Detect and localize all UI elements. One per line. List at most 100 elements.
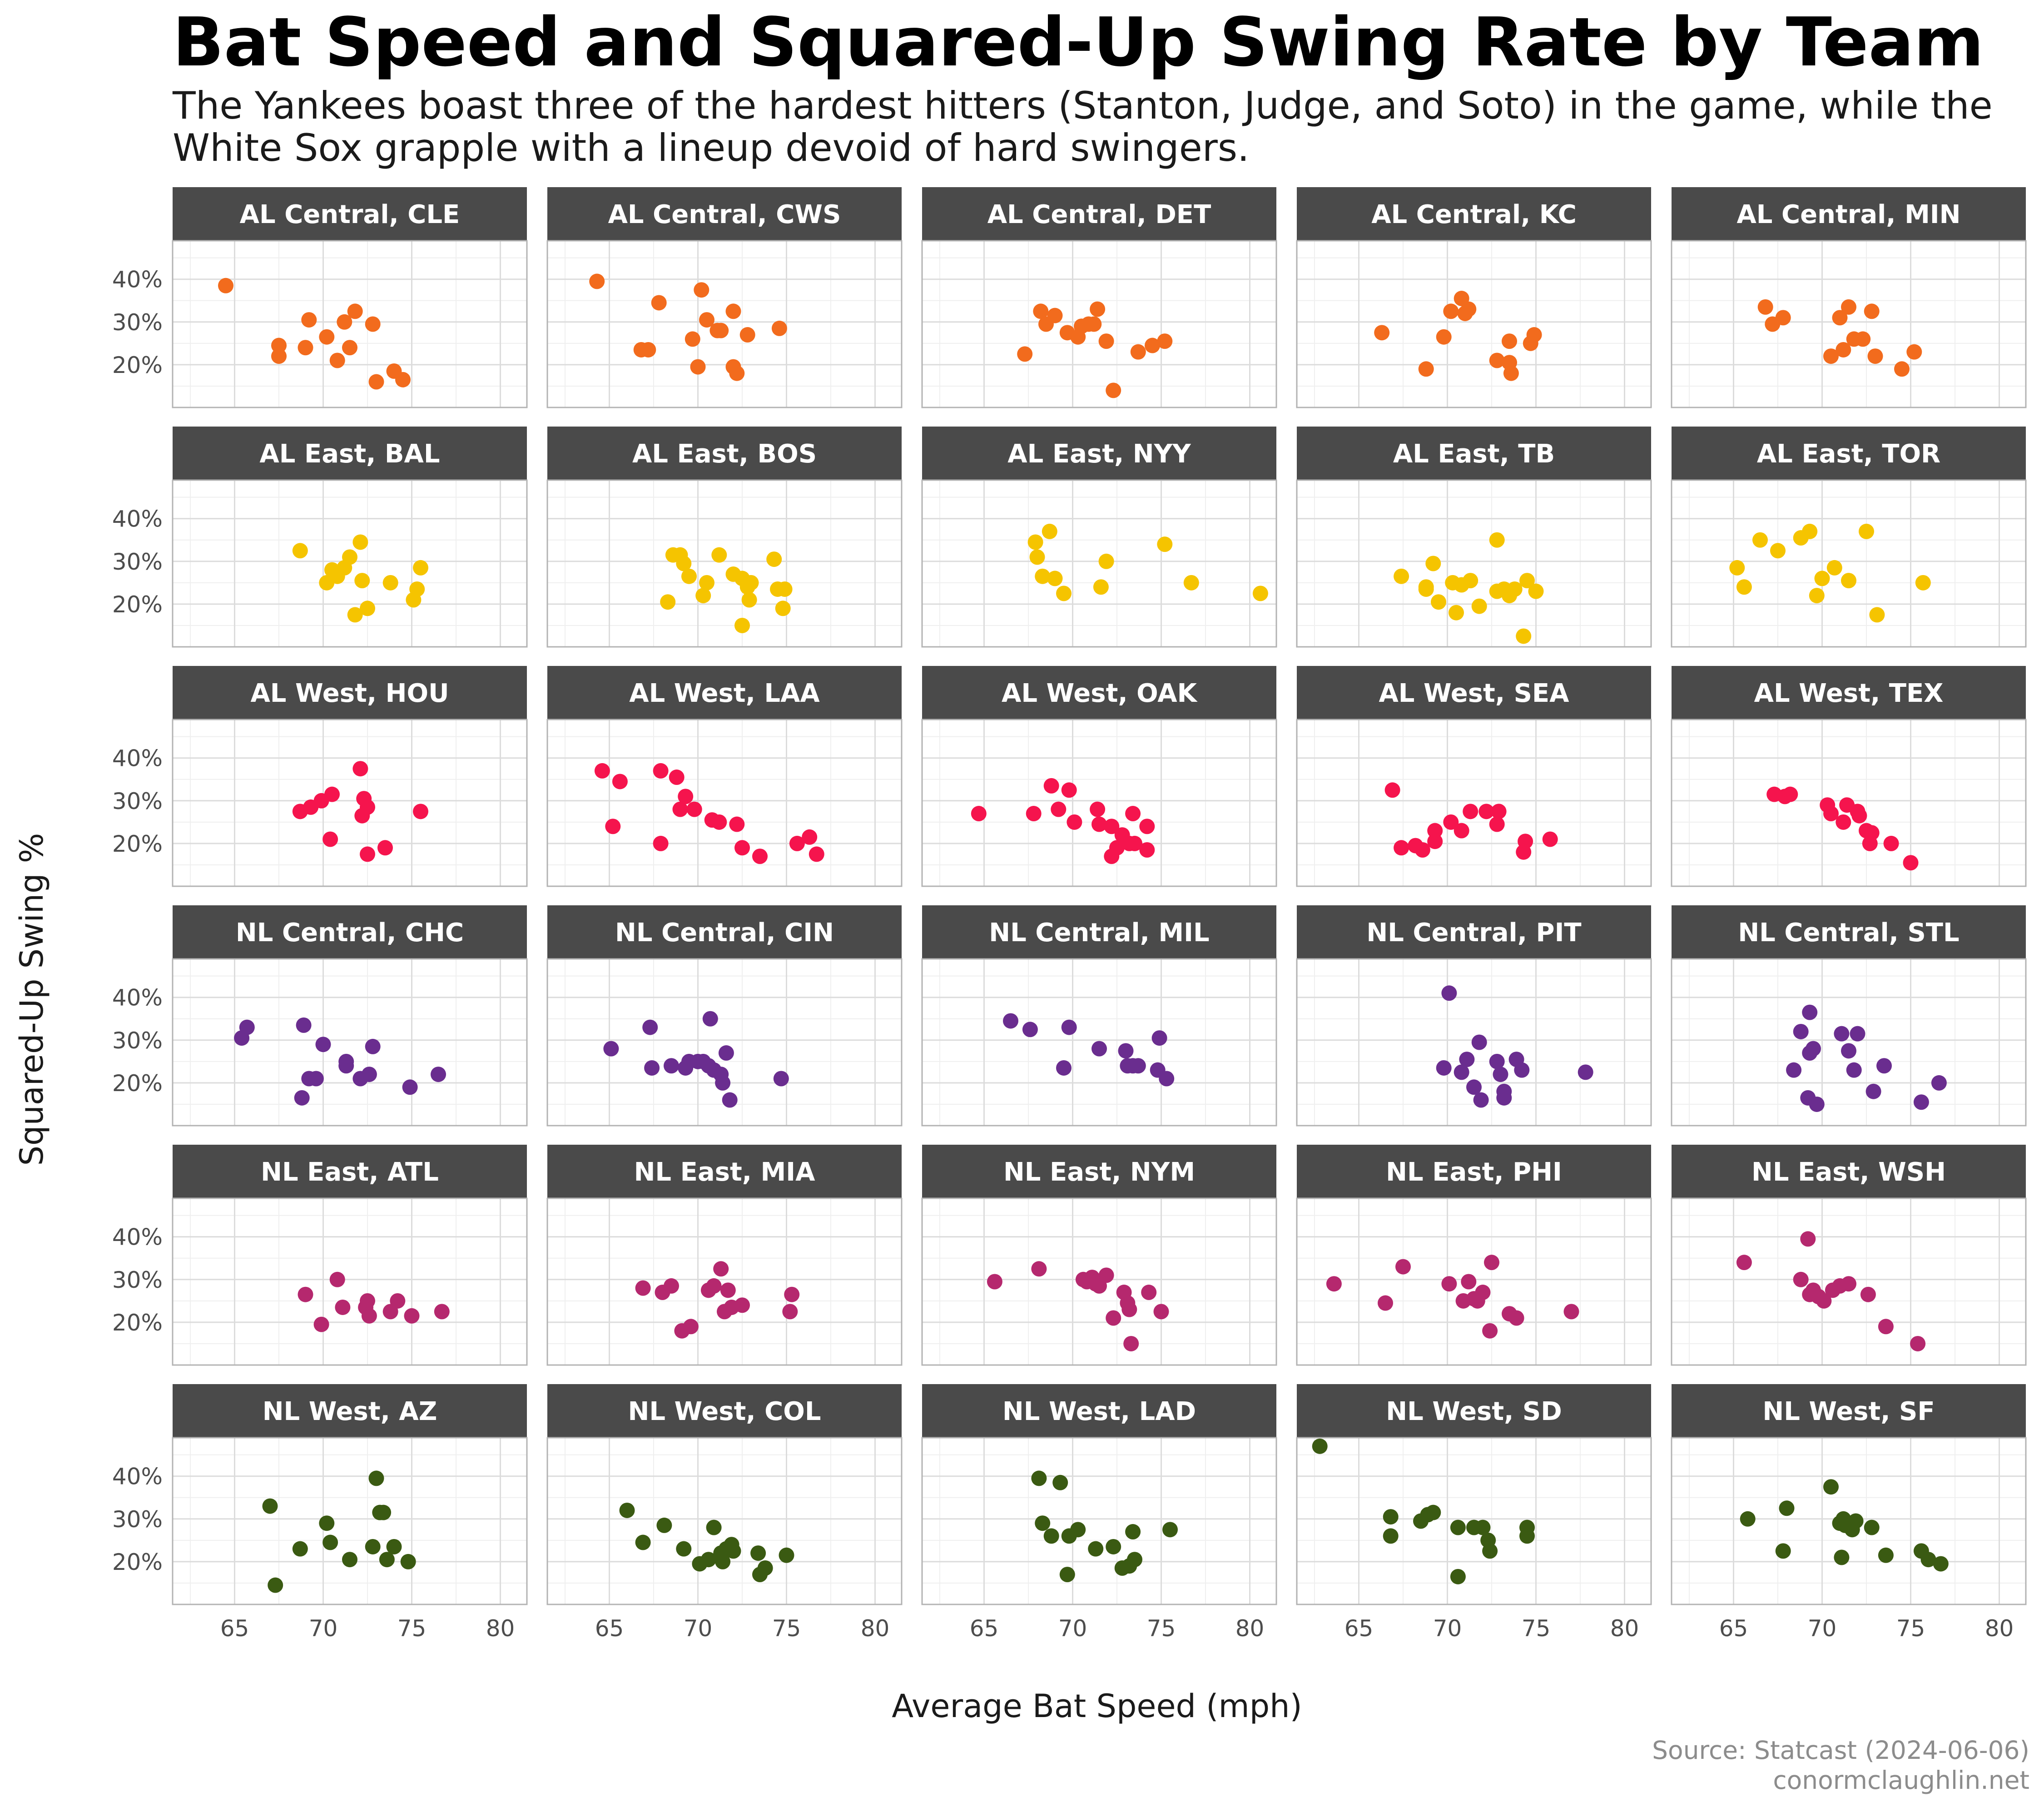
data-point [589,273,605,289]
data-point [1770,543,1786,559]
data-point [1098,333,1114,349]
data-point [1463,573,1478,589]
data-point [1431,594,1446,610]
data-point [1454,1064,1469,1080]
data-point [1450,1519,1466,1535]
data-point [750,1545,766,1561]
data-point [676,556,692,571]
data-point [681,568,697,584]
data-point [338,1053,354,1069]
data-point [319,329,335,345]
x-tick-label: 70 [1808,1615,1837,1642]
facet-strip [547,905,902,959]
data-point [715,1075,731,1091]
data-point [322,1534,338,1550]
x-tick-label: 70 [684,1615,713,1642]
data-point [1475,1285,1491,1301]
facet-panel: AL West, OAK [921,666,1277,887]
data-point [1086,316,1102,332]
panel-border [172,719,528,887]
data-point [347,607,363,623]
caption: Source: Statcast (2024-06-06) conormclau… [1652,1735,2029,1795]
data-point [651,295,667,311]
data-point [1374,325,1390,341]
data-point [1378,1295,1393,1311]
data-point [1489,532,1505,548]
data-point [1860,1286,1876,1302]
data-point [1507,581,1523,597]
data-point [779,1547,794,1563]
facet-panel: NL East, ATL 20% 30% 40% [112,1145,528,1366]
facet-strip-label: AL East, BOS [632,439,817,469]
data-point [971,806,987,822]
x-tick-label: 75 [1522,1615,1551,1642]
facet-strip-label: NL Central, PIT [1366,918,1581,948]
data-point [1883,835,1899,851]
data-point [784,1286,800,1302]
facet-strip-label: AL West, HOU [250,679,449,708]
data-point [1913,1094,1929,1110]
data-point [1542,831,1558,847]
data-point [729,816,745,832]
y-tick-label: 40% [112,745,163,772]
data-point [294,1090,310,1106]
data-point [1526,327,1542,343]
data-point [1414,842,1430,858]
facet-panel: NL Central, PIT [1296,905,1652,1127]
data-point [365,1038,381,1054]
y-axis-title-text: Squared-Up Swing % [13,833,50,1166]
facet-strip-label: AL Central, CLE [240,200,460,229]
data-point [1855,331,1871,347]
data-point [690,359,706,375]
data-point [404,1308,420,1324]
panel-border [1296,479,1652,648]
data-point [1157,333,1173,349]
facet-strip-label: NL West, AZ [263,1397,437,1426]
data-point [1450,1569,1466,1584]
panel-border [1296,958,1652,1127]
data-point [640,342,656,357]
data-point [771,320,787,336]
facet-panel: AL Central, CWS [546,187,903,408]
data-point [1800,1231,1816,1247]
facet-panel: NL East, WSH [1671,1145,2027,1366]
x-tick-label: 65 [220,1615,249,1642]
panel-border [172,479,528,648]
data-point [1806,1041,1821,1057]
data-point [368,374,384,390]
data-point [702,1011,718,1027]
data-point [1121,1301,1137,1317]
data-point [360,846,375,862]
data-point [1061,1019,1077,1035]
facet-strip-label: AL West, LAA [629,679,820,708]
x-tick-label: 75 [397,1615,427,1642]
data-point [1106,1310,1121,1326]
data-point [1516,628,1532,644]
data-point [1867,348,1883,364]
data-point [335,1299,351,1315]
panel-border [172,1197,528,1366]
data-point [329,1271,345,1287]
data-point [1418,361,1434,377]
data-point [706,1519,722,1535]
data-point [386,1539,402,1554]
data-point [1443,814,1459,830]
data-point [1384,782,1400,798]
data-point [1454,823,1469,839]
data-point [1752,532,1768,548]
data-point [741,592,757,608]
facet-strip-label: AL Central, CWS [608,200,841,229]
data-point [361,1308,377,1324]
panel-border [1671,1197,2027,1366]
panel-border [921,240,1277,408]
data-point [1832,310,1848,326]
data-point [722,1092,738,1108]
data-point [1104,819,1120,834]
data-point [1027,534,1043,550]
chart-title: Bat Speed and Squared-Up Swing Rate by T… [173,3,1984,81]
data-point [660,594,676,610]
data-point [218,278,233,293]
data-point [1125,1524,1141,1540]
data-point [678,789,694,804]
data-point [1491,804,1507,819]
